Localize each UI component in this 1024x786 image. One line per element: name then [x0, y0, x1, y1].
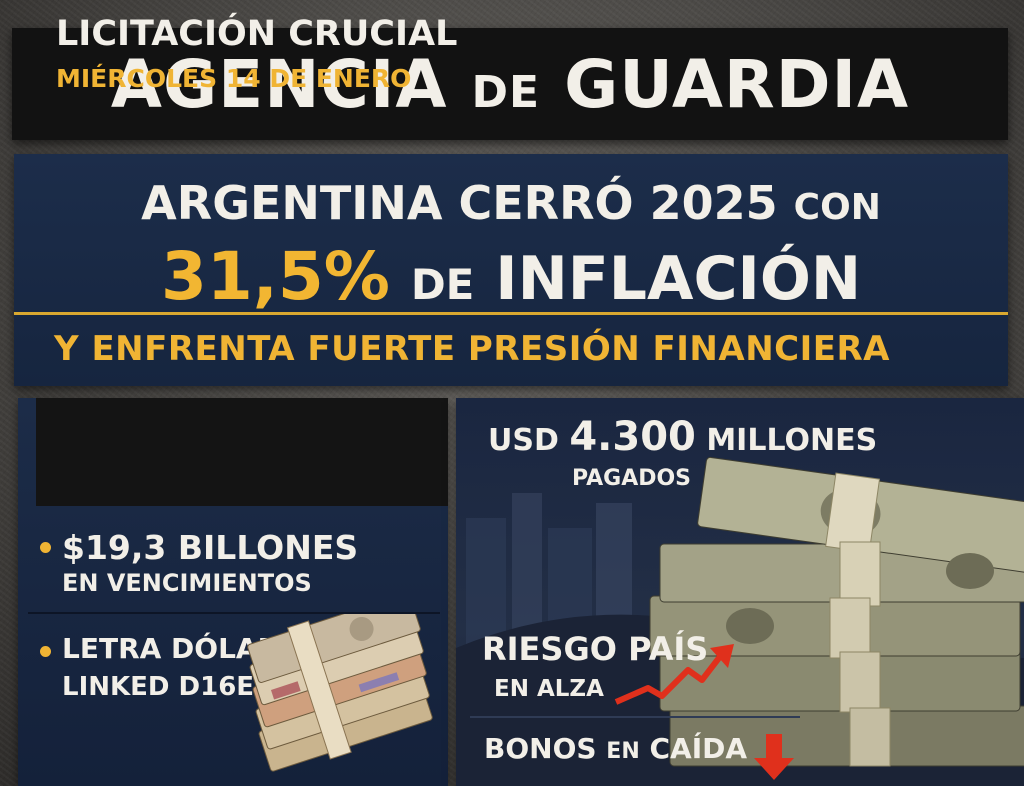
bonos-en: EN — [606, 739, 640, 764]
licitacion-title: LICITACIÓN CRUCIAL — [56, 14, 458, 54]
bonos-word: BONOS — [484, 732, 597, 765]
bullet-1-label: EN VENCIMIENTOS — [62, 569, 312, 597]
headline-line-1: ARGENTINA CERRÓ 2025 CON — [14, 176, 1008, 230]
inflation-percent: 31,5% — [160, 238, 390, 315]
payments-unit: MILLONES — [706, 423, 878, 458]
headline-line-2-de: DE — [410, 260, 475, 309]
left-divider — [28, 612, 440, 614]
payments-amount: USD 4.300 MILLONES — [488, 414, 877, 460]
riesgo-title: RIESGO PAÍS — [482, 630, 709, 668]
bonos-label: BONOS EN CAÍDA — [484, 732, 747, 765]
headline-line-1-main: ARGENTINA CERRÓ 2025 — [141, 176, 778, 230]
bullet-dot-icon — [40, 646, 51, 657]
riesgo-sub: EN ALZA — [494, 676, 604, 702]
peso-bills-image — [247, 614, 433, 772]
headline-line-1-con: CON — [793, 187, 881, 228]
bullet-dot-icon — [40, 542, 51, 553]
down-arrow-icon — [754, 734, 794, 780]
currency-prefix: USD — [488, 423, 559, 458]
trend-up-arrow-icon — [614, 644, 734, 705]
title-word-2: DE — [471, 66, 541, 118]
bullet-1-amount: $19,3 BILLONES — [62, 528, 359, 567]
money-stack-image — [649, 456, 1024, 767]
headline-panel: ARGENTINA CERRÓ 2025 CON 31,5% DE INFLAC… — [14, 154, 1008, 386]
payments-number: 4.300 — [569, 414, 696, 460]
headline-line-2-inflacion: INFLACIÓN — [495, 244, 862, 314]
title-word-3: GUARDIA — [564, 45, 910, 123]
right-divider — [470, 716, 800, 718]
headline-subline: Y ENFRENTA FUERTE PRESIÓN FINANCIERA — [54, 329, 890, 369]
payments-label: PAGADOS — [572, 466, 692, 491]
page-title: AGENCIA DE GUARDIA — [111, 46, 909, 123]
bullet-2-title: LETRA DÓLAR — [62, 632, 280, 665]
headline-line-2: 31,5% DE INFLACIÓN — [14, 238, 1008, 315]
title-banner: AGENCIA DE GUARDIA — [12, 28, 1008, 140]
bonos-caida: CAÍDA — [649, 732, 748, 765]
title-word-1: AGENCIA — [110, 45, 448, 123]
gold-divider — [14, 312, 1008, 315]
licitacion-header — [36, 398, 448, 506]
licitacion-date: MIÉRCOLES 14 DE ENERO — [56, 64, 412, 93]
bullet-2-code: LINKED D16E6 — [62, 672, 273, 702]
